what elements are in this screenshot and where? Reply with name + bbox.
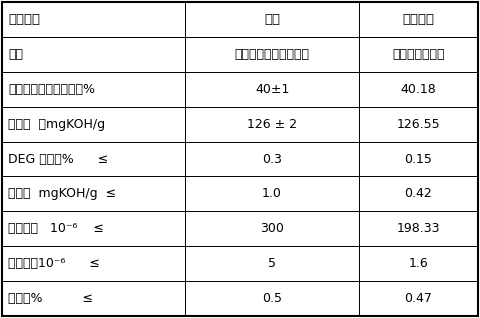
Bar (185, 142, 359, 176)
Bar (2, 281, 185, 316)
Text: 0.42: 0.42 (404, 188, 432, 200)
Bar (185, 281, 359, 316)
Bar (359, 281, 478, 316)
Bar (2, 72, 185, 107)
Text: 0.15: 0.15 (404, 153, 432, 165)
Bar (359, 72, 478, 107)
Bar (185, 176, 359, 211)
Bar (359, 142, 478, 176)
Bar (359, 246, 478, 281)
Text: 酸值，  mgKOH/g  ≤: 酸值， mgKOH/g ≤ (8, 188, 116, 200)
Bar (185, 211, 359, 246)
Bar (185, 72, 359, 107)
Bar (185, 37, 359, 72)
Text: 40±1: 40±1 (255, 83, 289, 95)
Text: 无色至微黄色透明液体: 无色至微黄色透明液体 (235, 48, 310, 60)
Bar (185, 2, 359, 37)
Bar (359, 176, 478, 211)
Text: 1.0: 1.0 (262, 188, 282, 200)
Bar (2, 211, 185, 246)
Bar (2, 107, 185, 142)
Text: 铁含量，10⁻⁶      ≤: 铁含量，10⁻⁶ ≤ (8, 258, 100, 270)
Text: 198.33: 198.33 (396, 223, 440, 235)
Text: 含量（乙二醇溶液），%: 含量（乙二醇溶液），% (8, 83, 95, 95)
Text: 检测结果: 检测结果 (402, 13, 434, 25)
Text: 指标名称: 指标名称 (8, 13, 40, 25)
Text: 1.6: 1.6 (408, 258, 428, 270)
Text: DEG 含量，%      ≤: DEG 含量，% ≤ (8, 153, 108, 165)
Bar (359, 211, 478, 246)
Bar (359, 37, 478, 72)
Text: 水份，%          ≤: 水份，% ≤ (8, 293, 93, 305)
Text: 皂化值  ，mgKOH/g: 皂化值 ，mgKOH/g (8, 118, 105, 130)
Bar (2, 246, 185, 281)
Text: 126.55: 126.55 (396, 118, 440, 130)
Text: 0.3: 0.3 (262, 153, 282, 165)
Bar (185, 246, 359, 281)
Text: 硫酸根，   10⁻⁶    ≤: 硫酸根， 10⁻⁶ ≤ (8, 223, 104, 235)
Text: 指标: 指标 (264, 13, 280, 25)
Text: 40.18: 40.18 (400, 83, 436, 95)
Bar (359, 2, 478, 37)
Bar (2, 142, 185, 176)
Bar (2, 176, 185, 211)
Text: 0.5: 0.5 (262, 293, 282, 305)
Text: 0.47: 0.47 (404, 293, 432, 305)
Bar (2, 2, 185, 37)
Text: 126 ± 2: 126 ± 2 (247, 118, 297, 130)
Text: 外观: 外观 (8, 48, 23, 60)
Bar (185, 107, 359, 142)
Bar (2, 37, 185, 72)
Text: 微黄色透明液体: 微黄色透明液体 (392, 48, 444, 60)
Bar (359, 107, 478, 142)
Text: 5: 5 (268, 258, 276, 270)
Text: 300: 300 (260, 223, 284, 235)
